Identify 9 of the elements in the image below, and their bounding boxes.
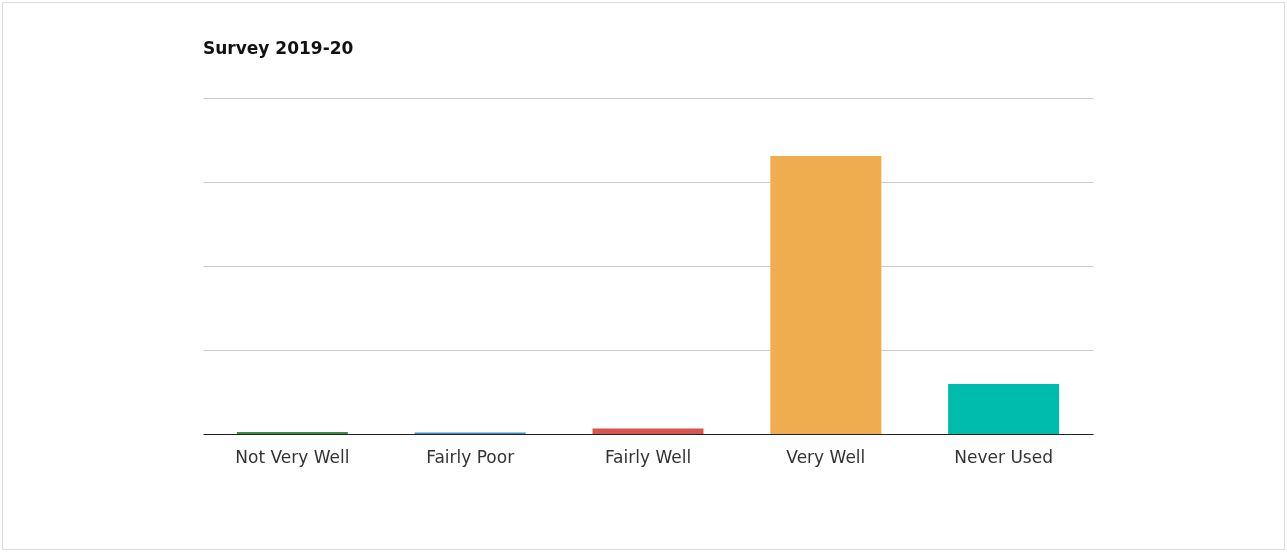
x-tick-label: Fairly Well (604, 446, 692, 467)
x-tick-label: Very Well (786, 446, 866, 467)
bar (948, 383, 1060, 434)
bar (592, 428, 704, 434)
x-tick-label: Not Very Well (235, 446, 350, 467)
bar (770, 156, 882, 434)
x-tick-label: Never Used (954, 446, 1053, 467)
x-tick-label: Fairly Poor (426, 446, 515, 467)
chart-title: Survey 2019-20 (203, 38, 354, 58)
